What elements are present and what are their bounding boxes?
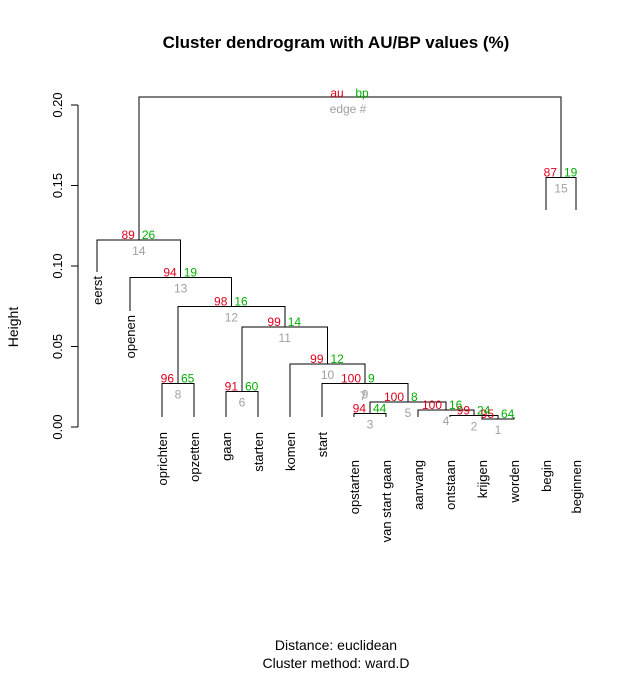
edge-number: 2 — [471, 420, 478, 434]
edge-number: 15 — [554, 181, 568, 195]
bp-value: 19 — [184, 265, 198, 279]
edge-number: 3 — [367, 417, 374, 431]
leaf-label: aanvang — [411, 460, 426, 510]
y-tick-label: 0.15 — [50, 173, 65, 198]
y-tick-label: 0.20 — [50, 92, 65, 117]
au-value: 94 — [163, 265, 177, 279]
au-value: 94 — [353, 401, 367, 415]
leaf-label: begin — [539, 460, 554, 492]
caption-distance: Distance: euclidean — [275, 637, 397, 653]
bp-value: 16 — [449, 398, 463, 412]
leaf-label: beginnen — [569, 460, 584, 514]
y-tick-label: 0.00 — [50, 414, 65, 439]
au-bp-legend: au bp edge # — [330, 86, 369, 116]
edge-number: 6 — [239, 396, 246, 410]
bp-value: 26 — [142, 228, 156, 242]
edge-number: 11 — [279, 331, 292, 345]
bp-value: 44 — [373, 401, 387, 415]
caption-method: Cluster method: ward.D — [262, 655, 409, 671]
leaf-labels: eerst openen oprichten opzetten gaan starten k… — [90, 276, 584, 543]
au-value: 100 — [422, 398, 442, 412]
au-value: 87 — [544, 165, 558, 179]
edge-number: 7 — [360, 389, 367, 403]
edge-number: 4 — [443, 414, 450, 428]
leaf-label: starten — [251, 432, 266, 472]
au-value: 91 — [225, 380, 239, 394]
leaf-label: start — [315, 432, 330, 458]
leaf-label: worden — [507, 460, 522, 504]
legend-au: au — [330, 86, 343, 100]
leaf-label: opstarten — [347, 460, 362, 514]
au-value: 99 — [457, 404, 471, 418]
leaf-label: komen — [283, 432, 298, 471]
y-axis: 0.00 0.05 0.10 0.15 0.20 — [50, 92, 79, 440]
edge-number: 1 — [495, 423, 502, 437]
y-axis-label: Height — [5, 307, 21, 348]
au-value: 89 — [121, 228, 135, 242]
dendrogram-branch — [138, 96, 562, 241]
au-value: 98 — [214, 294, 228, 308]
leaf-label: opzetten — [187, 432, 202, 482]
leaf-label: openen — [123, 315, 138, 358]
au-value: 96 — [161, 372, 175, 386]
edge-number: 10 — [321, 368, 335, 382]
leaf-label: oprichten — [155, 432, 170, 485]
bp-value: 60 — [245, 380, 259, 394]
leaf-label: van start gaan — [379, 460, 394, 542]
legend-bp: bp — [355, 86, 369, 100]
edge-number: 12 — [225, 310, 239, 324]
leaf-label: eerst — [90, 276, 105, 305]
y-tick-label: 0.10 — [50, 253, 65, 278]
bp-value: 14 — [288, 315, 302, 329]
au-value: 99 — [310, 352, 324, 366]
edge-number: 9 — [362, 388, 369, 402]
edge-number: 13 — [174, 281, 188, 295]
bp-value: 9 — [368, 372, 375, 386]
legend-edge: edge # — [330, 102, 367, 116]
edge-number: 8 — [175, 388, 182, 402]
bp-value: 19 — [564, 165, 578, 179]
leaf-label: ontstaan — [443, 460, 458, 510]
bp-value: 12 — [331, 352, 345, 366]
au-value: 95 — [481, 407, 495, 421]
bp-value: 24 — [477, 404, 491, 418]
bp-value: 16 — [234, 294, 248, 308]
leaf-label: krijgen — [475, 460, 490, 498]
edge-number: 5 — [405, 406, 412, 420]
au-value: 99 — [267, 315, 281, 329]
bp-value: 8 — [411, 390, 418, 404]
edge-number: 14 — [132, 244, 146, 258]
bp-value: 64 — [501, 407, 515, 421]
au-value: 100 — [341, 372, 361, 386]
leaf-label: gaan — [219, 432, 234, 461]
chart-title: Cluster dendrogram with AU/BP values (%) — [163, 33, 510, 52]
dendrogram-tree — [96, 96, 577, 420]
bp-value: 65 — [181, 372, 195, 386]
au-value: 100 — [384, 390, 404, 404]
y-tick-label: 0.05 — [50, 334, 65, 359]
